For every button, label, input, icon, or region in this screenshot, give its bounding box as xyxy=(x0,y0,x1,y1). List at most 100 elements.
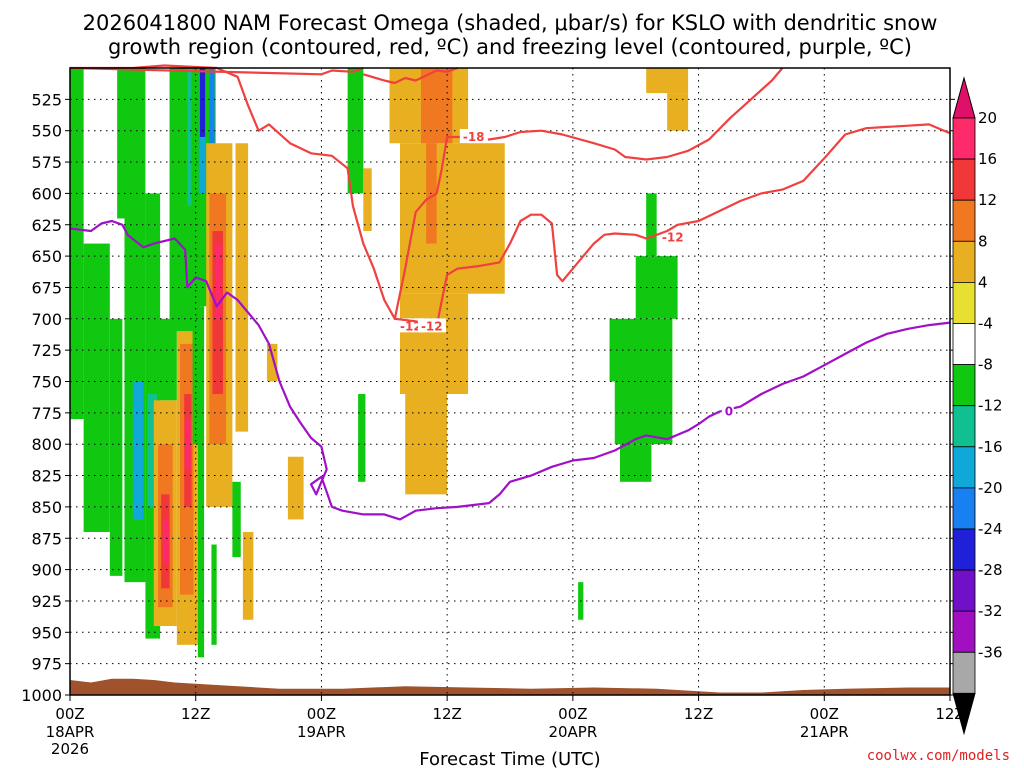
contour-line xyxy=(69,66,364,76)
contour-label-bg xyxy=(459,128,488,143)
omega-cell xyxy=(646,193,657,257)
temperature-contours: -18-12-12 -120 xyxy=(69,64,951,521)
omega-cell xyxy=(235,143,249,432)
grid-lines xyxy=(70,68,950,695)
y-tick-label: 800 xyxy=(31,435,62,454)
colorbar-tick-label: -20 xyxy=(978,479,1003,497)
colorbar-segment xyxy=(952,158,976,201)
colorbar-tick-label: 4 xyxy=(978,273,988,291)
y-tick-label: 900 xyxy=(31,561,62,580)
omega-cell xyxy=(242,531,254,620)
y-tick-label: 925 xyxy=(31,592,62,611)
y-tick-label: 625 xyxy=(31,216,62,235)
omega-cell xyxy=(187,68,192,206)
colorbar-segment xyxy=(952,117,976,160)
contour-label: -12 xyxy=(400,319,422,333)
contour-line xyxy=(394,123,951,328)
y-tick-label: 675 xyxy=(31,278,62,297)
y-tick-label: 1000 xyxy=(21,686,62,705)
omega-cell xyxy=(405,394,448,495)
omega-cell xyxy=(192,68,199,445)
omega-cell xyxy=(347,68,364,194)
y-tick-label: 975 xyxy=(31,655,62,674)
contour-label: -12 xyxy=(421,319,443,333)
y-tick-label: 550 xyxy=(31,122,62,141)
colorbar-tick-label: 20 xyxy=(978,109,997,127)
colorbar-segment xyxy=(952,364,976,407)
omega-cell xyxy=(109,318,123,576)
omega-cell xyxy=(400,293,469,395)
colorbar: 20 16 12 8 4 -4 -8 -12 -16 -20 -24 -28 -32 -36 xyxy=(952,76,1003,736)
contour-label: -18 xyxy=(463,130,485,144)
omega-shading xyxy=(70,68,689,658)
colorbar-tick-label: -24 xyxy=(978,520,1003,538)
colorbar-segment xyxy=(952,199,976,242)
omega-cell xyxy=(358,394,366,482)
colorbar-tick-label: 8 xyxy=(978,232,988,250)
colorbar-tick-label: -12 xyxy=(978,397,1003,415)
omega-cell xyxy=(420,68,453,144)
colorbar-segment xyxy=(952,487,976,530)
omega-cell xyxy=(646,68,689,94)
omega-cell xyxy=(209,68,215,144)
terrain-fill xyxy=(70,678,950,695)
colorbar-segment xyxy=(952,405,976,448)
x-tick-label: 12Z xyxy=(684,705,713,723)
chart-title-line2: growth region (contoured, red, ºC) and f… xyxy=(108,35,912,59)
x-tick-date: 20APR xyxy=(548,723,597,741)
colorbar-bottom-arrow xyxy=(952,692,976,736)
contour-label-bg xyxy=(721,403,734,418)
omega-cell xyxy=(215,243,221,319)
omega-cell xyxy=(620,444,652,482)
omega-cell xyxy=(199,68,206,137)
y-tick-label: 700 xyxy=(31,310,62,329)
y-tick-label: 575 xyxy=(31,153,62,172)
colorbar-tick-label: -36 xyxy=(978,643,1003,661)
y-axis-pressure: 525 550 575 600 625 650 675 700 725 750 775 800 825 8… xyxy=(21,90,955,705)
omega-cell xyxy=(363,168,372,232)
colorbar-tick-label: 12 xyxy=(978,191,997,209)
omega-cell xyxy=(83,243,110,532)
x-axis-label: Forecast Time (UTC) xyxy=(419,749,600,768)
x-tick-label: 00Z xyxy=(810,705,839,723)
colorbar-segment xyxy=(952,446,976,489)
x-tick-label: 12Z xyxy=(432,705,461,723)
y-tick-label: 725 xyxy=(31,341,62,360)
x-tick-date: 21APR xyxy=(800,723,849,741)
omega-cell xyxy=(197,306,205,658)
y-tick-label: 650 xyxy=(31,247,62,266)
contour-label: -12 xyxy=(662,230,684,244)
omega-cell xyxy=(185,419,191,470)
terrain-surface xyxy=(70,678,950,695)
colorbar-segment xyxy=(952,323,976,365)
colorbar-segment xyxy=(952,651,976,694)
y-tick-label: 775 xyxy=(31,404,62,423)
x-tick-label: 12Z xyxy=(181,705,210,723)
y-tick-label: 600 xyxy=(31,184,62,203)
x-tick-year: 2026 xyxy=(51,740,89,758)
colorbar-segment xyxy=(952,240,976,283)
omega-cell xyxy=(667,93,689,131)
omega-cell xyxy=(266,343,278,382)
colorbar-tick-label: -8 xyxy=(978,356,993,374)
omega-cell xyxy=(163,519,169,564)
y-tick-label: 750 xyxy=(31,373,62,392)
colorbar-tick-label: -4 xyxy=(978,315,993,333)
x-tick-date: 19APR xyxy=(297,723,346,741)
chart-title-line1: 2026041800 NAM Forecast Omega (shaded, μ… xyxy=(83,11,938,35)
colorbar-segment xyxy=(952,610,976,653)
colorbar-segment xyxy=(952,569,976,612)
y-tick-label: 875 xyxy=(31,529,62,548)
x-tick-label: 00Z xyxy=(558,705,587,723)
omega-cell xyxy=(232,481,241,558)
omega-cell xyxy=(287,456,304,520)
y-tick-label: 850 xyxy=(31,498,62,517)
x-tick-label: 00Z xyxy=(307,705,336,723)
y-tick-label: 825 xyxy=(31,467,62,486)
contour-label-bg xyxy=(658,229,687,244)
omega-cell xyxy=(147,394,157,507)
colorbar-tick-label: -16 xyxy=(978,438,1003,456)
omega-cell xyxy=(70,68,84,420)
